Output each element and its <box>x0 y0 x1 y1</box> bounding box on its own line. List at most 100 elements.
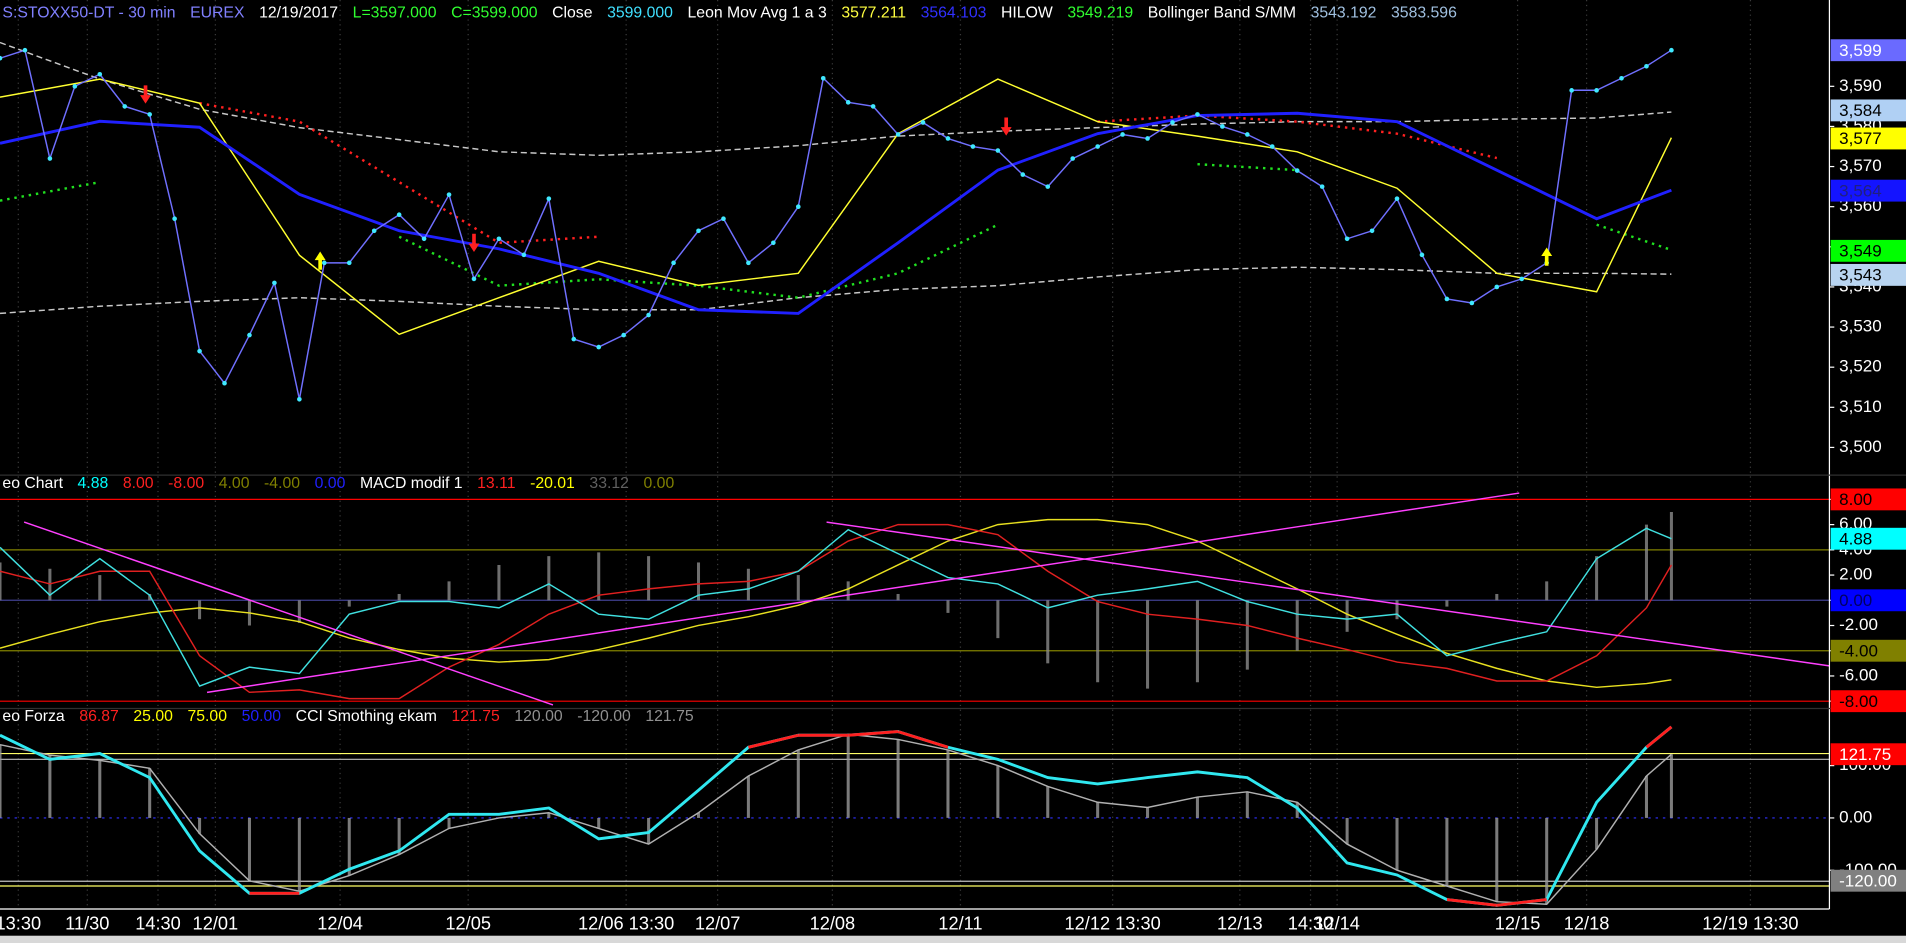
price-dot <box>122 104 128 109</box>
price-dot <box>1220 124 1225 129</box>
series-line <box>0 527 1672 688</box>
header-item: eo Forza <box>2 708 65 725</box>
header-item: Leon Mov Avg 1 a 3 <box>688 5 827 22</box>
series-line <box>0 518 1672 689</box>
trend-line <box>826 521 1830 667</box>
price-dot <box>795 204 801 209</box>
series-line <box>0 111 1672 315</box>
price-dot <box>1269 144 1275 149</box>
price-dot <box>1170 120 1175 125</box>
value-tag <box>1830 263 1906 286</box>
price-dot <box>646 312 651 318</box>
price-dot <box>1070 156 1076 161</box>
price-dot <box>147 112 152 117</box>
value-tag <box>1830 39 1906 62</box>
status-strip <box>0 935 1906 943</box>
header-item: 50.00 <box>242 708 282 725</box>
header-item: 0.00 <box>315 475 346 492</box>
value-tag <box>1830 690 1906 713</box>
price-dot <box>272 280 277 286</box>
signal-arrow <box>468 233 480 253</box>
price-dot <box>771 240 776 246</box>
series-highlight <box>1446 898 1497 907</box>
header-item: MACD modif 1 <box>360 475 463 492</box>
header-item: EUREX <box>190 5 245 22</box>
x-tick-label: 12/11 <box>938 913 982 934</box>
value-tag-label: -120.00 <box>1839 871 1897 890</box>
header-item: 3564.103 <box>921 5 987 22</box>
price-dot <box>247 332 252 338</box>
value-tag <box>1830 127 1906 150</box>
value-tag-label: 3,549 <box>1839 242 1882 261</box>
header-item: -120.00 <box>577 708 631 725</box>
y-tick-label: 3,510 <box>1839 397 1882 416</box>
price-dot <box>671 260 676 266</box>
value-tag <box>1830 639 1906 662</box>
price-dot <box>446 192 452 197</box>
price-dot <box>621 332 626 338</box>
x-tick-label: 12/19 13:30 <box>1702 913 1798 934</box>
price-dot <box>97 71 103 77</box>
value-tag <box>1830 527 1906 550</box>
price-dot <box>346 260 352 266</box>
price-dot <box>895 132 901 137</box>
y-tick-label: 3,530 <box>1839 317 1882 336</box>
header-item: 0.00 <box>644 475 675 492</box>
x-tick-label: 12/07 <box>695 913 741 934</box>
value-tag-label: 121.75 <box>1839 745 1891 764</box>
price-dot <box>471 276 477 282</box>
series-highlight <box>897 730 949 749</box>
series-line <box>0 78 1673 336</box>
header-item: 121.75 <box>452 708 500 725</box>
price-dot <box>371 228 377 234</box>
price-dot <box>396 212 402 218</box>
price-dot <box>1369 228 1375 234</box>
header-item: CCI Smothing ekam <box>296 708 437 725</box>
header-item: 120.00 <box>514 708 562 725</box>
header-item: 3583.596 <box>1391 5 1457 22</box>
price-dot <box>820 75 826 81</box>
x-tick-label: 14:30 <box>1288 913 1334 934</box>
price-dot <box>521 252 527 258</box>
value-tag-label: 3,599 <box>1839 41 1882 60</box>
price-dot <box>596 344 602 350</box>
price-dot <box>1120 132 1125 137</box>
price-dot <box>0 55 3 61</box>
price-dot <box>1095 144 1100 149</box>
header-item: S:STOXX50-DT - 30 min <box>2 5 175 22</box>
header-item: -4.00 <box>264 475 300 492</box>
price-dot <box>546 196 552 201</box>
price-dot <box>870 104 876 109</box>
x-tick-label: 14:30 <box>135 913 181 934</box>
y-tick-label: 2.00 <box>1839 565 1872 584</box>
header-item: eo Chart <box>2 475 63 492</box>
x-tick-label: 13:30 <box>0 913 41 934</box>
series-highlight <box>848 730 899 737</box>
header-item: 86.87 <box>79 708 119 725</box>
price-dot <box>1494 284 1500 290</box>
x-tick-label: 12/14 <box>1314 913 1360 934</box>
value-tag <box>1830 589 1906 612</box>
series-line <box>0 266 1672 315</box>
price-dot <box>1294 168 1300 173</box>
price-dot <box>1594 88 1599 93</box>
price-dot <box>22 47 28 53</box>
header-item: 13.11 <box>477 475 515 492</box>
header-item: Close <box>552 5 593 22</box>
price-dot <box>321 260 327 266</box>
x-tick-label: 12/01 <box>193 913 239 934</box>
header-item: 8.00 <box>123 475 154 492</box>
header-item: 3543.192 <box>1311 5 1377 22</box>
price-dot <box>1195 112 1200 117</box>
header-item: -20.01 <box>530 475 575 492</box>
value-tag-label: 0.00 <box>1839 591 1872 610</box>
x-tick-label: 12/08 <box>810 913 856 934</box>
header-item: 75.00 <box>187 708 227 725</box>
header-item: 3599.000 <box>607 5 673 22</box>
price-dot <box>1669 47 1674 53</box>
header-item: L=3597.000 <box>353 5 437 22</box>
series-highlight <box>748 733 799 749</box>
header-item: 25.00 <box>133 708 173 725</box>
price-dot <box>1419 252 1425 258</box>
